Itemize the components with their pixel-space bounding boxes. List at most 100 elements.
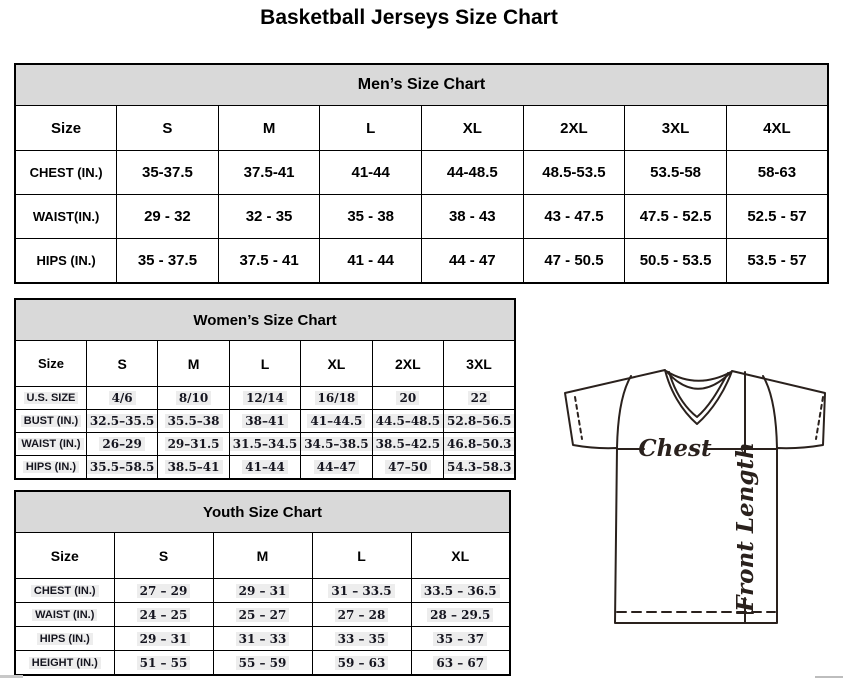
size-value-cell: 44-48.5 (421, 150, 524, 195)
table-title-row: Men’s Size Chart (14, 63, 829, 106)
column-header: XL (421, 105, 524, 151)
table-row: U.S. SIZE 4/6 8/10 12/14 16/18 20 22 (14, 386, 516, 410)
table-title: Men’s Size Chart (14, 63, 829, 106)
table-row: WAIST(IN.) 29 - 32 32 - 35 35 - 38 38 - 43 43… (14, 194, 829, 239)
table-row: CHEST (IN.) 35-37.5 37.5-41 41-44 44-48.5 48.… (14, 150, 829, 195)
table-row: WAIST (IN.) 24 – 25 25 – 27 27 – 28 28 – 29.… (14, 602, 511, 627)
column-header: M (157, 340, 230, 387)
size-value-cell: 35.5–38 (157, 409, 230, 433)
column-header-row: Size S M L XL (14, 532, 511, 579)
table-row: WAIST (IN.) 26–29 29–31.5 31.5–34.5 34.5–38.… (14, 432, 516, 456)
table-title: Women’s Size Chart (14, 298, 516, 341)
column-header: M (212, 532, 313, 579)
left-sleeve-dashed-mark (574, 396, 583, 440)
size-value-cell: 26–29 (85, 432, 159, 456)
size-value-cell: 38.5–41 (157, 455, 230, 480)
size-value-cell: 54.3–58.3 (443, 455, 516, 480)
jersey-outline (564, 369, 826, 624)
size-value-cell: 38 - 43 (421, 194, 524, 239)
size-value-cell: 44.5–48.5 (371, 409, 445, 433)
column-header: M (217, 105, 321, 151)
mens-size-table: Men’s Size Chart Size S M L XL 2XL 3XL 4XL CHEST … (14, 63, 829, 284)
scrollbar-fragment-left[interactable] (0, 675, 23, 678)
size-value-cell: 41-44 (319, 150, 422, 195)
column-header-row: Size S M L XL 2XL 3XL (14, 340, 516, 387)
size-value-cell: 38–41 (228, 409, 302, 433)
size-value-cell: 32 - 35 (217, 194, 321, 239)
scrollbar-fragment-right[interactable] (815, 676, 843, 678)
size-value-cell: 37.5-41 (217, 150, 321, 195)
chest-label: Chest (638, 435, 712, 462)
column-header: S (85, 340, 159, 387)
collar-inner-line (668, 371, 729, 418)
table-row: CHEST (IN.) 27 – 29 29 – 31 31 – 33.5 33.5 –… (14, 578, 511, 603)
column-header-size: Size (14, 105, 118, 151)
size-value-cell: 24 – 25 (113, 602, 214, 627)
womens-size-table: Women’s Size Chart Size S M L XL 2XL 3XL U.S. SI… (14, 298, 516, 480)
size-value-cell: 44–47 (300, 455, 373, 480)
table-row: HEIGHT (IN.) 51 – 55 55 – 59 59 – 63 63 – 67 (14, 650, 511, 676)
size-value-cell: 59 – 63 (311, 650, 412, 676)
size-value-cell: 63 – 67 (410, 650, 511, 676)
youth-size-table: Youth Size Chart Size S M L XL CHEST (IN.) 27 –… (14, 490, 511, 676)
table-title-row: Women’s Size Chart (14, 298, 516, 341)
size-value-cell: 37.5 - 41 (217, 238, 321, 284)
size-value-cell: 47.5 - 52.5 (624, 194, 727, 239)
size-value-cell: 38.5–42.5 (371, 432, 445, 456)
size-value-cell: 31 – 33.5 (311, 578, 412, 603)
size-value-cell: 33.5 – 36.5 (410, 578, 511, 603)
column-header: L (228, 340, 302, 387)
row-label: U.S. SIZE (14, 386, 87, 410)
size-value-cell: 29 – 31 (113, 626, 214, 651)
size-value-cell: 33 – 35 (311, 626, 412, 651)
column-header: L (311, 532, 412, 579)
column-header: S (116, 105, 219, 151)
size-value-cell: 35 - 37.5 (116, 238, 219, 284)
page-title: Basketball Jerseys Size Chart (260, 6, 558, 29)
size-value-cell: 51 – 55 (113, 650, 214, 676)
size-value-cell: 35.5–58.5 (85, 455, 159, 480)
table-row: BUST (IN.) 32.5–35.5 35.5–38 38–41 41–44.5 44… (14, 409, 516, 433)
right-armhole-seam (762, 375, 778, 449)
column-header-size: Size (14, 532, 115, 579)
size-value-cell: 58-63 (725, 150, 829, 195)
size-value-cell: 4/6 (85, 386, 159, 410)
size-value-cell: 12/14 (228, 386, 302, 410)
size-value-cell: 27 – 29 (113, 578, 214, 603)
size-value-cell: 44 - 47 (421, 238, 524, 284)
column-header-row: Size S M L XL 2XL 3XL 4XL (14, 105, 829, 151)
size-value-cell: 8/10 (157, 386, 230, 410)
size-value-cell: 29–31.5 (157, 432, 230, 456)
front-length-label: Front Length (732, 442, 759, 613)
table-title-row: Youth Size Chart (14, 490, 511, 533)
size-value-cell: 41–44 (228, 455, 302, 480)
row-label: HIPS (IN.) (14, 626, 115, 651)
size-value-cell: 34.5–38.5 (300, 432, 373, 456)
row-label: HIPS (IN.) (14, 455, 87, 480)
jersey-diagram: Chest Front Length (564, 369, 826, 624)
size-value-cell: 31 – 33 (212, 626, 313, 651)
right-sleeve-dashed-mark (815, 396, 824, 440)
size-value-cell: 46.8–50.3 (443, 432, 516, 456)
size-value-cell: 43 - 47.5 (522, 194, 626, 239)
size-value-cell: 29 – 31 (212, 578, 313, 603)
size-value-cell: 47–50 (371, 455, 445, 480)
column-header: 2XL (371, 340, 445, 387)
table-title: Youth Size Chart (14, 490, 511, 533)
size-value-cell: 53.5 - 57 (725, 238, 829, 284)
column-header: 2XL (522, 105, 626, 151)
size-value-cell: 28 – 29.5 (410, 602, 511, 627)
row-label: HEIGHT (IN.) (14, 650, 115, 676)
row-label: WAIST (IN.) (14, 602, 115, 627)
row-label: CHEST (IN.) (14, 578, 115, 603)
collar-back-arc-upper (665, 370, 732, 382)
collar-back-arc-lower (667, 372, 730, 390)
column-header: S (113, 532, 214, 579)
size-value-cell: 52.5 - 57 (725, 194, 829, 239)
column-header: L (319, 105, 422, 151)
row-label: WAIST(IN.) (14, 194, 118, 239)
column-header: XL (300, 340, 373, 387)
column-header: 4XL (725, 105, 829, 151)
size-value-cell: 35-37.5 (116, 150, 219, 195)
size-value-cell: 41 - 44 (319, 238, 422, 284)
